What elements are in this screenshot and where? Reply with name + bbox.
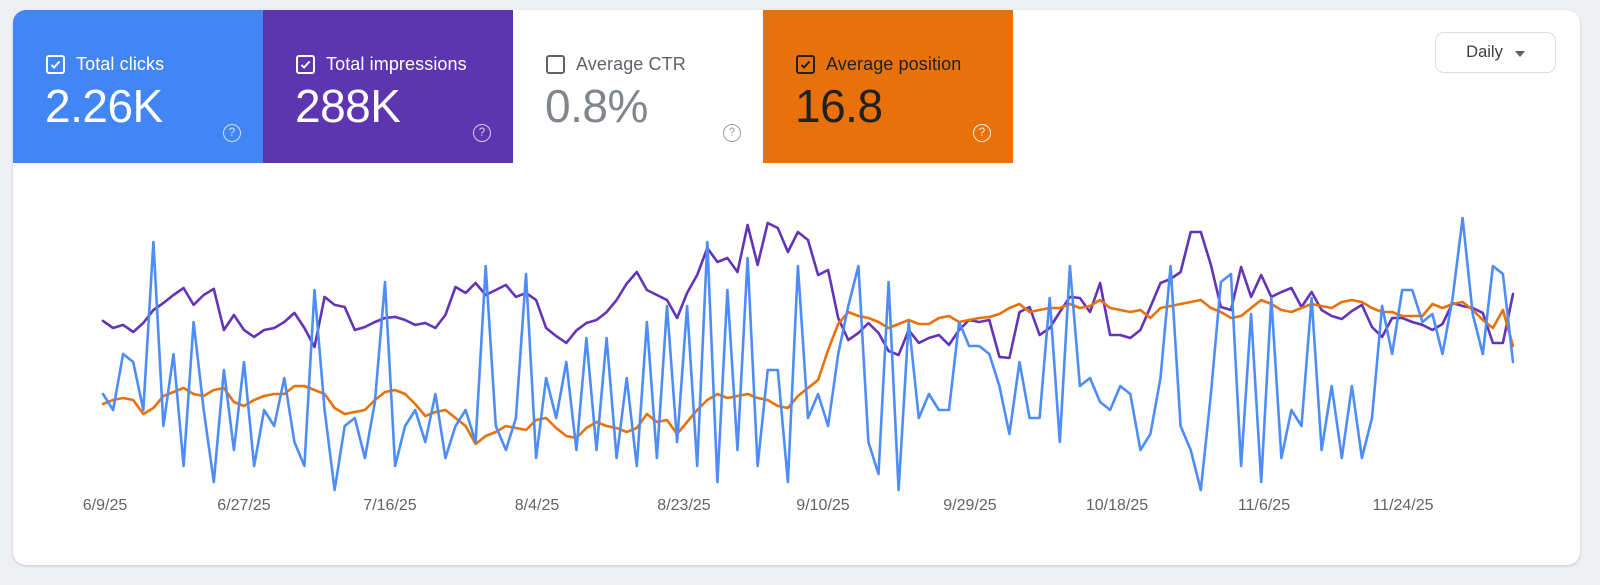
help-icon[interactable]: ? [973, 124, 991, 142]
average-ctr-checkbox[interactable] [546, 55, 565, 74]
metric-label: Average position [826, 54, 962, 74]
check-icon [300, 60, 311, 69]
x-tick-label: 6/27/25 [217, 497, 271, 514]
x-tick-label: 11/6/25 [1237, 497, 1291, 514]
metric-value: 16.8 [795, 80, 883, 132]
metric-card-total-clicks[interactable]: Total clicks 2.26K? [13, 10, 263, 163]
metric-value: 0.8% [545, 80, 648, 132]
metric-cards: Total clicks 2.26K? Total impressions 288K?… [13, 10, 1013, 163]
metric-label-row: Average position [796, 54, 961, 75]
total-impressions-line [101, 221, 1515, 360]
help-icon[interactable]: ? [473, 124, 491, 142]
granularity-label: Daily [1466, 43, 1503, 61]
total-impressions-checkbox[interactable] [296, 55, 315, 74]
check-icon [800, 60, 811, 69]
total-clicks-line [101, 216, 1515, 492]
metric-card-average-position[interactable]: Average position 16.8? [763, 10, 1013, 163]
total-clicks-checkbox[interactable] [46, 55, 65, 74]
date-granularity-dropdown[interactable]: Daily [1435, 32, 1556, 73]
metric-label: Total impressions [326, 54, 467, 74]
x-tick-label: 8/23/25 [657, 497, 711, 514]
metric-label-row: Total impressions [296, 54, 467, 75]
metric-label: Average CTR [576, 54, 686, 74]
x-tick-label: 8/4/25 [514, 497, 560, 514]
metric-value: 2.26K [45, 80, 163, 132]
x-tick-label: 7/16/25 [363, 497, 417, 514]
x-tick-label: 11/24/25 [1372, 497, 1434, 514]
metric-label-row: Average CTR [546, 54, 686, 75]
average-position-checkbox[interactable] [796, 55, 815, 74]
help-icon[interactable]: ? [723, 124, 741, 142]
metric-card-total-impressions[interactable]: Total impressions 288K? [263, 10, 513, 163]
x-tick-label: 10/18/25 [1085, 497, 1149, 514]
metric-card-average-ctr[interactable]: Average CTR 0.8%? [513, 10, 763, 163]
metric-label-row: Total clicks [46, 54, 164, 75]
x-tick-label: 9/10/25 [796, 497, 850, 514]
metric-value: 288K [295, 80, 401, 132]
check-icon [50, 60, 61, 69]
average-position-line [101, 298, 1515, 446]
metric-label: Total clicks [76, 54, 165, 74]
help-icon[interactable]: ? [223, 124, 241, 142]
chevron-down-icon [1514, 50, 1525, 57]
x-tick-label: 6/9/25 [82, 497, 128, 514]
x-tick-label: 9/29/25 [943, 497, 997, 514]
performance-panel: Total clicks 2.26K? Total impressions 288K?… [13, 10, 1580, 565]
